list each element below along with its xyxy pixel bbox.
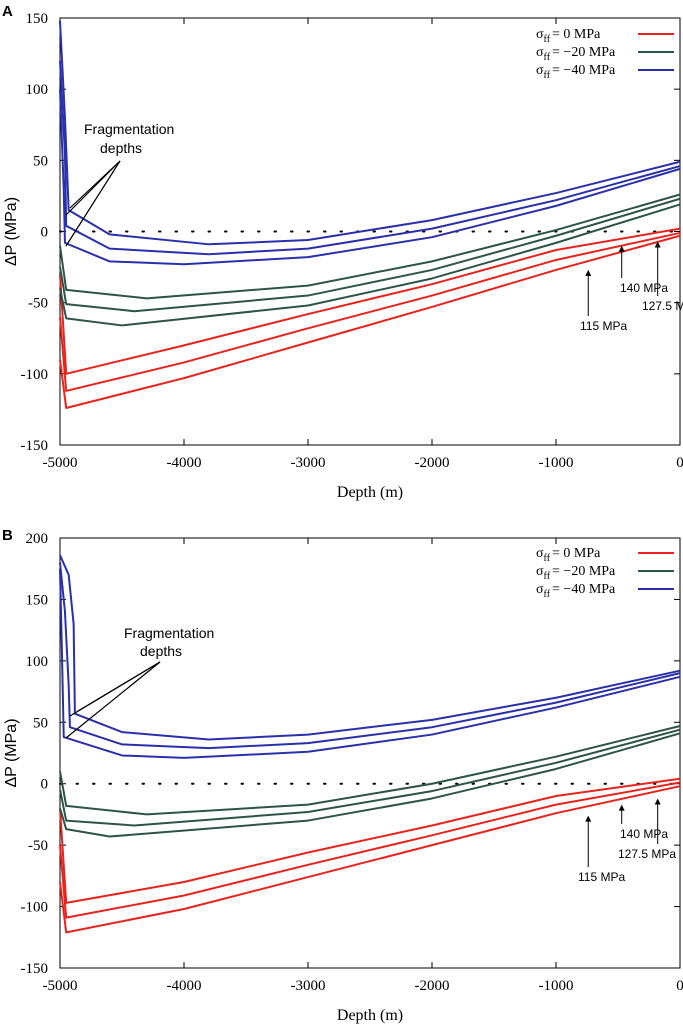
x-tick-label: -4000 xyxy=(167,455,202,471)
y-axis-label: ΔP (MPa) xyxy=(3,718,20,787)
fragmentation-label: Fragmentation xyxy=(84,121,174,137)
legend-value: = −40 MPa xyxy=(552,582,616,597)
legend-subscript: ff xyxy=(544,553,551,564)
series-line-blue xyxy=(59,554,681,741)
fragmentation-pointer xyxy=(65,160,121,247)
y-tick-label: 100 xyxy=(26,654,49,670)
legend-sigma: σ xyxy=(536,45,544,60)
series-line-blue xyxy=(59,562,681,750)
legend-value: = 0 MPa xyxy=(552,27,601,42)
pressure-arrowhead xyxy=(618,245,625,252)
legend-label: σff = 0 MPa xyxy=(536,27,601,45)
y-tick-label: 200 xyxy=(26,531,49,547)
series-line-blue xyxy=(59,20,681,246)
legend-label: σff = −40 MPa xyxy=(536,63,616,81)
pressure-arrowhead xyxy=(618,804,625,811)
series-line-red xyxy=(59,227,681,375)
legend-sigma: σ xyxy=(536,582,544,597)
legend-subscript: ff xyxy=(544,52,551,63)
x-tick-label: 0 xyxy=(676,455,683,471)
x-tick-label: -5000 xyxy=(43,978,78,994)
fragmentation-label: Fragmentation xyxy=(124,625,214,641)
pressure-arrowhead xyxy=(585,815,592,822)
x-tick-label: -4000 xyxy=(167,978,202,994)
legend-subscript: ff xyxy=(544,589,551,600)
series-line-green xyxy=(59,193,681,300)
legend-sigma: σ xyxy=(536,27,544,42)
x-tick-label: -3000 xyxy=(291,455,326,471)
legend-value: = −40 MPa xyxy=(552,63,616,78)
legend-label: σff = −20 MPa xyxy=(536,45,616,63)
fragmentation-label-2: depths xyxy=(140,643,182,659)
y-tick-label: -100 xyxy=(21,367,49,383)
y-tick-label: -50 xyxy=(28,296,48,312)
pressure-label: 140 MPa xyxy=(620,281,668,295)
legend-label: σff = −40 MPa xyxy=(536,582,616,600)
x-axis-label: Depth (m) xyxy=(337,484,403,501)
y-tick-label: 100 xyxy=(26,82,49,98)
legend-subscript: ff xyxy=(544,34,551,45)
y-tick-label: 50 xyxy=(33,715,48,731)
pressure-label: 115 MPa xyxy=(578,870,625,884)
pressure-label: 115 MPa xyxy=(580,319,627,333)
pressure-arrowhead xyxy=(654,241,661,248)
panel-a-chart: -5000 -4000 -3000 -2000 -1000 0 -150 -100 -50 0 50… xyxy=(3,11,683,501)
series-line-green xyxy=(59,203,681,327)
series-line-red xyxy=(59,234,681,409)
y-tick-label: 0 xyxy=(41,225,49,241)
fragmentation-pointer xyxy=(77,661,161,712)
pressure-label: 127.5 MPa xyxy=(618,847,676,861)
series-line-red xyxy=(59,777,681,904)
pressure-label: 140 MPa xyxy=(620,827,668,841)
series-line-red xyxy=(59,231,681,392)
x-axis-label: Depth (m) xyxy=(337,1007,403,1024)
series-line-blue xyxy=(59,568,681,759)
y-axis-label: ΔP (MPa) xyxy=(3,197,20,266)
y-tick-label: 50 xyxy=(33,153,48,169)
legend-sigma: σ xyxy=(536,564,544,579)
plot-frame xyxy=(59,537,681,969)
y-tick-label: 150 xyxy=(26,592,49,608)
legend-sigma: σ xyxy=(536,546,544,561)
y-tick-label: -150 xyxy=(21,961,49,977)
legend-subscript: ff xyxy=(544,70,551,81)
series-line-green xyxy=(59,197,681,313)
x-tick-label: -1000 xyxy=(539,455,574,471)
y-tick-label: -150 xyxy=(21,438,49,454)
fragmentation-pointer xyxy=(69,160,121,209)
panel-b-chart: -5000 -4000 -3000 -2000 -1000 0 -150 -100 -50 0 50… xyxy=(3,531,683,1024)
series-line-green xyxy=(59,725,681,816)
legend-value: = −20 MPa xyxy=(552,564,616,579)
series-line-blue xyxy=(59,60,681,256)
series-line-blue xyxy=(59,89,681,266)
pressure-arrowhead xyxy=(654,798,661,805)
series-line-green xyxy=(59,732,681,838)
legend-label: σff = −20 MPa xyxy=(536,564,616,582)
panel-b-letter: B xyxy=(2,527,13,544)
x-tick-label: 0 xyxy=(676,978,683,994)
legend-value: = −20 MPa xyxy=(552,45,616,60)
y-tick-label: 0 xyxy=(41,777,49,793)
pressure-label: 127.5 MPa xyxy=(642,299,683,313)
y-tick-label: -100 xyxy=(21,900,49,916)
x-tick-label: -2000 xyxy=(415,455,450,471)
series-line-red xyxy=(59,781,681,919)
x-tick-label: -5000 xyxy=(43,455,78,471)
pressure-arrowhead xyxy=(585,269,592,276)
y-tick-label: 150 xyxy=(26,11,49,27)
panel-a-letter: A xyxy=(2,3,13,20)
y-tick-label: -50 xyxy=(28,838,48,854)
series-line-red xyxy=(59,785,681,934)
fragmentation-label-2: depths xyxy=(100,140,142,156)
x-tick-label: -2000 xyxy=(415,978,450,994)
legend-sigma: σ xyxy=(536,63,544,78)
x-tick-label: -3000 xyxy=(291,978,326,994)
legend-value: = 0 MPa xyxy=(552,546,601,561)
legend-label: σff = 0 MPa xyxy=(536,546,601,564)
fragmentation-pointer xyxy=(65,661,161,739)
series-line-green xyxy=(59,728,681,827)
legend-subscript: ff xyxy=(544,571,551,582)
x-tick-label: -1000 xyxy=(539,978,574,994)
